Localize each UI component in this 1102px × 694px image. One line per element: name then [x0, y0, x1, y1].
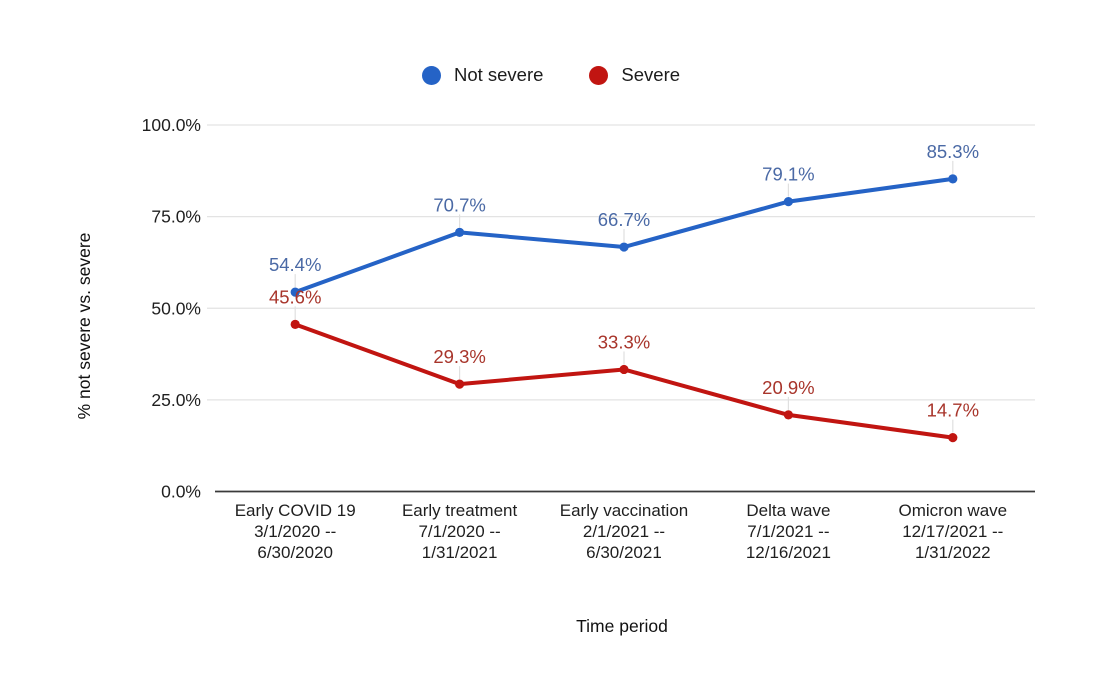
chart-legend: Not severe Severe [0, 64, 1102, 86]
data-point [619, 364, 629, 375]
data-label: 29.3% [433, 346, 485, 367]
y-axis-tick-label: 50.0% [151, 298, 201, 318]
x-axis-category-label: Omicron wave 12/17/2021 --1/31/2022 [898, 501, 1007, 562]
y-axis-title: % not severe vs. severe [74, 233, 94, 420]
data-label: 33.3% [598, 331, 650, 352]
data-point [290, 287, 300, 297]
legend-label: Severe [621, 64, 681, 85]
data-label: 79.1% [762, 164, 814, 185]
x-axis-category-label: Early treatment 7/1/2020 --1/31/2021 [402, 501, 518, 562]
legend-item-not-severe: Not severe [421, 64, 544, 86]
legend-label: Not severe [453, 64, 544, 85]
y-axis-tick-labels: 0.0% 25.0% 50.0% 75.0% 100.0% [142, 115, 201, 502]
y-axis-tick-label: 0.0% [161, 482, 201, 502]
data-point [948, 433, 958, 443]
legend-item-severe: Severe [589, 64, 680, 86]
data-points [290, 174, 958, 443]
x-axis-category-label: Early vaccination 2/1/2021 --6/30/2021 [560, 501, 689, 562]
data-label: 20.9% [762, 377, 814, 398]
data-label: 70.7% [433, 194, 485, 215]
x-axis-category-labels: Early COVID 19 3/1/2020 --6/30/2020 Early … [235, 501, 1007, 562]
data-point [455, 227, 465, 237]
data-label: 66.7% [598, 209, 650, 230]
data-label: 14.7% [927, 400, 979, 421]
x-axis-category-label: Delta wave 7/1/2021 --12/16/2021 [746, 501, 831, 562]
data-point [948, 174, 958, 184]
legend-swatch-circle-icon [589, 65, 609, 85]
data-point [619, 242, 629, 252]
data-label: 85.3% [927, 141, 979, 162]
data-label-leader-lines [294, 160, 954, 433]
x-axis-category-label: Early COVID 19 3/1/2020 --6/30/2020 [235, 501, 356, 562]
data-point [455, 379, 465, 389]
legend-swatch-circle-icon [421, 65, 441, 85]
data-point [290, 319, 300, 329]
y-axis-tick-label: 100.0% [142, 115, 201, 135]
data-point [783, 196, 794, 207]
data-labels: 54.4% 70.7% 66.7% 79.1% 85.3% 45.6% 29.3% 33.3%… [269, 141, 979, 421]
x-axis-title: Time period [576, 616, 668, 636]
data-label: 45.6% [269, 286, 321, 307]
gridlines [207, 124, 1035, 493]
y-axis-tick-label: 25.0% [151, 390, 201, 410]
data-point [783, 410, 794, 420]
data-label: 54.4% [269, 254, 321, 275]
y-axis-tick-label: 75.0% [151, 207, 201, 227]
